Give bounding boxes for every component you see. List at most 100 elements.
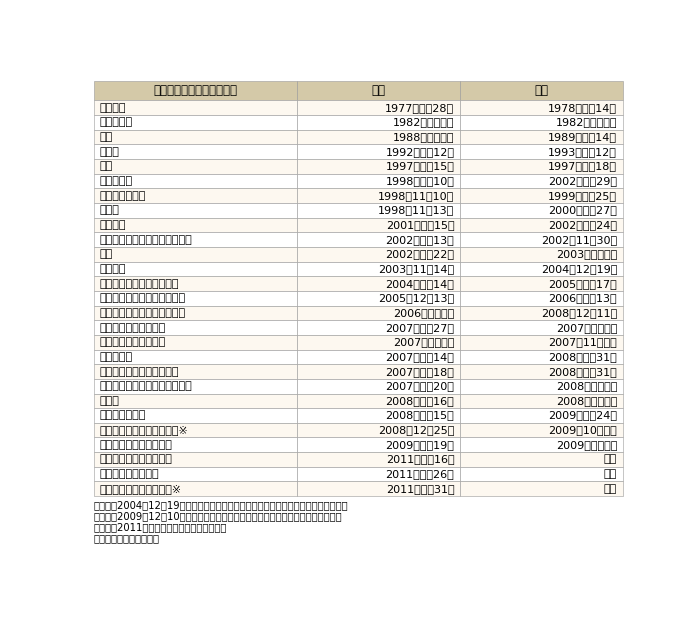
Bar <box>298 159 460 174</box>
Text: スイス（経済連携協定）: スイス（経済連携協定） <box>99 440 172 450</box>
Text: 2009年10月１日: 2009年10月１日 <box>549 425 617 435</box>
Bar <box>460 379 623 394</box>
Text: 2002年３月24日: 2002年３月24日 <box>548 220 617 230</box>
Text: 2006年７月13日: 2006年７月13日 <box>549 293 617 303</box>
Bar <box>460 482 623 496</box>
Bar <box>298 452 460 467</box>
Bar <box>298 247 460 262</box>
Bar <box>94 379 298 394</box>
Text: 2002年３月22日: 2002年３月22日 <box>385 249 454 259</box>
Text: 2011年２月16日: 2011年２月16日 <box>386 454 454 464</box>
Text: 2008年７月31日: 2008年７月31日 <box>549 352 617 362</box>
Text: ラオス: ラオス <box>99 396 119 406</box>
Bar <box>460 82 623 100</box>
Text: 1998年11月13日: 1998年11月13日 <box>378 206 454 215</box>
Text: 1993年３月12日: 1993年３月12日 <box>548 147 617 157</box>
Text: 2007年６月18日: 2007年６月18日 <box>385 366 454 376</box>
Bar <box>460 438 623 452</box>
Text: 備考２：2009年12月10日に発効した日ペルー投資協定の内容が組み込まれている。: 備考２：2009年12月10日に発効した日ペルー投資協定の内容が組み込まれている… <box>94 511 343 521</box>
Bar <box>460 394 623 408</box>
Bar <box>460 364 623 379</box>
Text: 香港: 香港 <box>99 162 113 171</box>
Bar <box>94 467 298 482</box>
Bar <box>298 364 460 379</box>
Bar <box>460 291 623 306</box>
Text: 署名: 署名 <box>372 84 386 97</box>
Text: インドネシア（経済連携協定）: インドネシア（経済連携協定） <box>99 381 192 391</box>
Bar <box>94 291 298 306</box>
Text: 2004年12月19日: 2004年12月19日 <box>541 264 617 274</box>
Text: 1997年５月15日: 1997年５月15日 <box>385 162 454 171</box>
Bar <box>298 232 460 247</box>
Bar <box>298 306 460 320</box>
Text: 2000年５月27日: 2000年５月27日 <box>548 206 617 215</box>
Bar <box>298 423 460 438</box>
Text: 中国: 中国 <box>99 132 113 142</box>
Text: 1998年３月10日: 1998年３月10日 <box>385 176 454 186</box>
Text: パプアニューギニア: パプアニューギニア <box>99 469 159 479</box>
Text: 2007年４月３日: 2007年４月３日 <box>393 337 454 347</box>
Text: 2011年５月31日: 2011年５月31日 <box>386 484 454 494</box>
Text: 2004年９月14日: 2004年９月14日 <box>385 279 454 288</box>
Text: 2002年11月30日: 2002年11月30日 <box>541 235 617 245</box>
Bar <box>94 306 298 320</box>
Bar <box>94 394 298 408</box>
Bar <box>298 482 460 496</box>
Text: 未定: 未定 <box>604 484 617 494</box>
Text: ウズベキスタン: ウズベキスタン <box>99 410 145 420</box>
Bar <box>94 232 298 247</box>
Text: ブルネイ（経済連携協定）: ブルネイ（経済連携協定） <box>99 366 179 376</box>
Bar <box>94 320 298 335</box>
Text: 2007年８月20日: 2007年８月20日 <box>385 381 454 391</box>
Text: カンボジア: カンボジア <box>99 352 132 362</box>
Text: 2008年７月１日: 2008年７月１日 <box>556 381 617 391</box>
Bar <box>298 379 460 394</box>
Bar <box>298 130 460 144</box>
Bar <box>298 394 460 408</box>
Text: 1988年８月２日: 1988年８月２日 <box>393 132 454 142</box>
Text: 2011年４月26日: 2011年４月26日 <box>386 469 454 479</box>
Text: 2007年９月３日: 2007年９月３日 <box>556 322 617 332</box>
Text: マレーシア（経済連携協定）: マレーシア（経済連携協定） <box>99 293 185 303</box>
Bar <box>460 452 623 467</box>
Text: シンガポール（経済連携協定）: シンガポール（経済連携協定） <box>99 235 192 245</box>
Text: 1989年５月14日: 1989年５月14日 <box>548 132 617 142</box>
Bar <box>94 82 298 100</box>
Bar <box>460 203 623 218</box>
Text: 1982年８月７日: 1982年８月７日 <box>556 118 617 128</box>
Text: 2007年３月27日: 2007年３月27日 <box>385 322 454 332</box>
Bar <box>94 423 298 438</box>
Bar <box>298 174 460 188</box>
Bar <box>460 159 623 174</box>
Bar <box>298 100 460 115</box>
Text: 2009年９月１日: 2009年９月１日 <box>556 440 617 450</box>
Bar <box>460 188 623 203</box>
Text: バングラデシュ: バングラデシュ <box>99 191 145 201</box>
Text: 2008年１月16日: 2008年１月16日 <box>386 396 454 406</box>
Text: 2002年１月13日: 2002年１月13日 <box>386 235 454 245</box>
Bar <box>298 218 460 232</box>
Text: タイ（経済連携協定）: タイ（経済連携協定） <box>99 337 166 347</box>
Text: 2007年11月１日: 2007年11月１日 <box>549 337 617 347</box>
Bar <box>460 467 623 482</box>
Bar <box>460 232 623 247</box>
Text: 1992年２月12日: 1992年２月12日 <box>385 147 454 157</box>
Text: 2002年５月29日: 2002年５月29日 <box>548 176 617 186</box>
Bar <box>94 247 298 262</box>
Text: エジプト: エジプト <box>99 103 126 113</box>
Text: 2003年１月１日: 2003年１月１日 <box>556 249 617 259</box>
Bar <box>460 100 623 115</box>
Text: フィリピン（経済連携協定）: フィリピン（経済連携協定） <box>99 308 185 318</box>
Text: 締結相手国（地域を含む）: 締結相手国（地域を含む） <box>154 84 238 97</box>
Text: 2008年12月11日: 2008年12月11日 <box>541 308 617 318</box>
Text: モンゴル: モンゴル <box>99 220 126 230</box>
Text: 2005年12月13日: 2005年12月13日 <box>378 293 454 303</box>
Bar <box>298 82 460 100</box>
Bar <box>298 262 460 276</box>
Bar <box>298 350 460 364</box>
Bar <box>94 188 298 203</box>
Text: トルコ: トルコ <box>99 147 119 157</box>
Bar <box>94 350 298 364</box>
Bar <box>460 218 623 232</box>
Bar <box>460 262 623 276</box>
